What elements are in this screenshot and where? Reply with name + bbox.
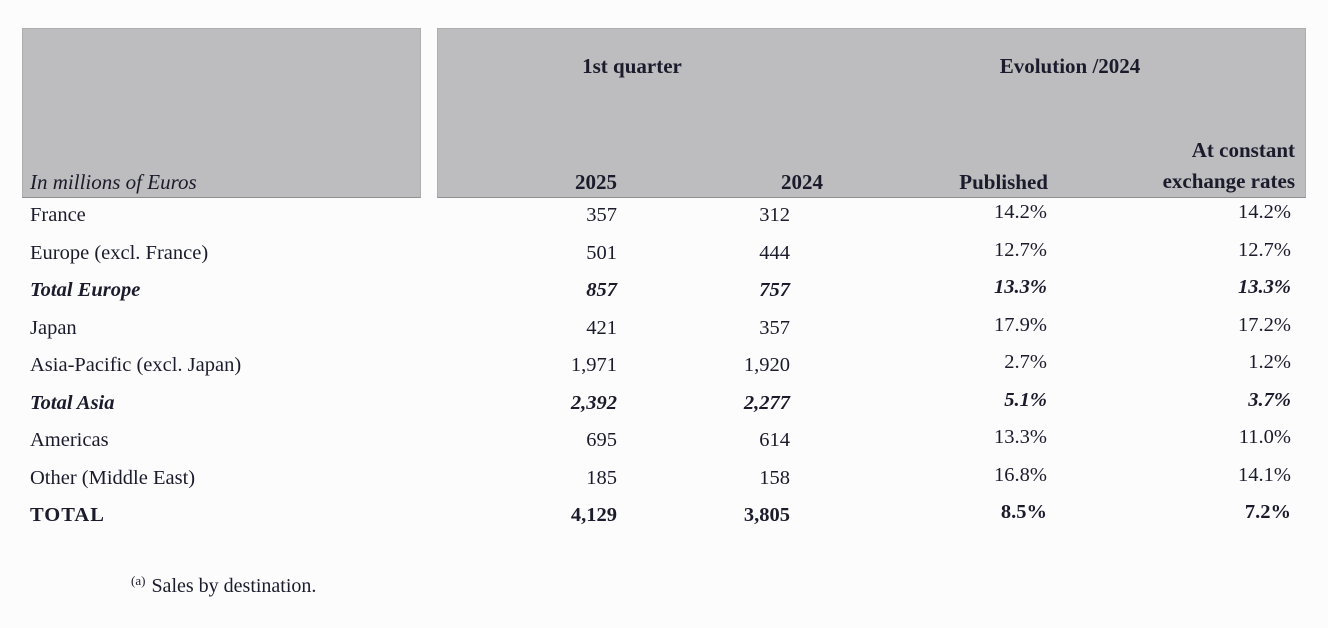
value-2025: 501 [586,241,617,264]
value-2024: 312 [759,204,790,226]
table-header-right-panel [437,28,1306,198]
value-2024: 1,920 [743,354,790,376]
value-at-constant: 14.2% [1238,201,1291,223]
value-at-constant: 17.2% [1238,313,1291,336]
value-published: 13.3% [994,276,1047,298]
table-row-japan: Japan 421 357 17.9% 17.2% [0,310,1328,348]
value-published: 2.7% [1004,351,1047,373]
footnote-text: Sales by destination. [151,575,317,597]
table-row-total-asia: Total Asia 2,392 2,277 5.1% 3.7% [0,385,1328,423]
footnote: (a) Sales by destination. [131,570,316,602]
column-header-published: Published [959,170,1048,194]
column-header-2024: 2024 [781,170,823,194]
value-at-constant: 3.7% [1248,388,1291,411]
value-at-constant: 12.7% [1238,238,1291,261]
value-2025: 695 [586,429,617,451]
row-label: TOTAL [30,504,105,526]
table-row-europe-excl-france: Europe (excl. France) 501 444 12.7% 12.7… [0,235,1328,273]
value-2025: 4,129 [570,504,617,526]
table-row-total-europe: Total Europe 857 757 13.3% 13.3% [0,272,1328,310]
row-label: Total Asia [30,391,115,414]
column-header-at-constant-exchange-rates: At constant exchange rates [1000,135,1295,197]
value-2025: 421 [586,316,617,339]
value-published: 17.9% [994,313,1047,336]
value-2025: 2,392 [570,391,617,414]
value-published: 5.1% [1004,388,1047,411]
row-label: Other (Middle East) [30,466,196,489]
table-header-left-panel [22,28,421,198]
row-label: Europe (excl. France) [30,241,209,264]
value-2024: 444 [759,241,790,264]
row-label: Asia-Pacific (excl. Japan) [30,354,242,376]
unit-label: In millions of Euros [30,170,197,194]
column-header-at-constant-line2: exchange rates [1162,169,1295,193]
value-at-constant: 14.1% [1238,463,1291,486]
table-body: France 357 312 14.2% 14.2% Europe (excl.… [0,197,1328,535]
column-header-at-constant-line1: At constant [1191,138,1295,162]
value-at-constant: 7.2% [1244,501,1291,523]
value-2025: 357 [586,204,617,226]
value-published: 13.3% [994,426,1047,448]
value-2024: 757 [759,279,790,301]
row-label: Japan [30,316,77,339]
row-label: Americas [30,429,109,451]
value-2025: 857 [586,279,617,301]
value-published: 12.7% [994,238,1047,261]
table-row-total: TOTAL 4,129 3,805 8.5% 7.2% [0,497,1328,535]
group-header-1st-quarter: 1st quarter [582,54,682,78]
table-row-asia-pacific-excl-japan: Asia-Pacific (excl. Japan) 1,971 1,920 2… [0,347,1328,385]
table-row-other-middle-east: Other (Middle East) 185 158 16.8% 14.1% [0,460,1328,498]
value-2024: 614 [759,429,790,451]
row-label: Total Europe [30,279,141,301]
column-header-2025: 2025 [575,170,617,194]
value-2024: 2,277 [743,391,790,414]
group-header-evolution-2024: Evolution /2024 [999,54,1141,78]
value-published: 14.2% [994,201,1047,223]
value-2024: 357 [759,316,790,339]
value-2025: 1,971 [570,354,617,376]
value-at-constant: 1.2% [1248,351,1291,373]
value-at-constant: 13.3% [1238,276,1291,298]
row-label: France [30,204,86,226]
footnote-marker: (a) [131,573,146,588]
value-2025: 185 [586,466,617,489]
table-row-americas: Americas 695 614 13.3% 11.0% [0,422,1328,460]
value-at-constant: 11.0% [1238,426,1291,448]
table-row-france: France 357 312 14.2% 14.2% [0,197,1328,235]
value-2024: 3,805 [743,504,790,526]
value-published: 16.8% [994,463,1047,486]
value-published: 8.5% [1000,501,1047,523]
value-2024: 158 [759,466,790,489]
